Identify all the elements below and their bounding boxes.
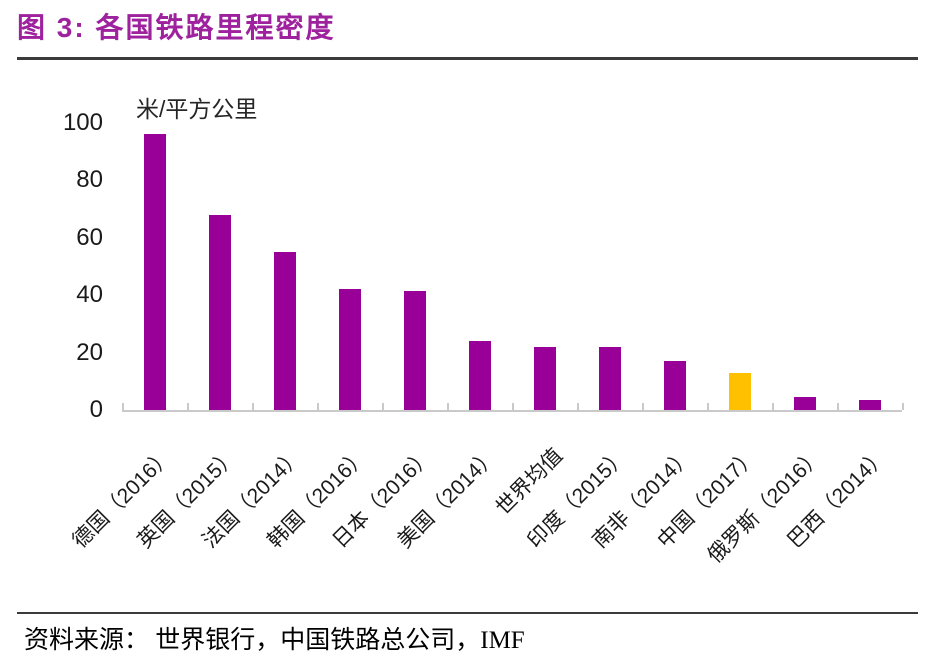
- y-axis-label-20: 20: [76, 338, 103, 366]
- x-axis-tick: [447, 403, 449, 410]
- x-axis-line: [122, 410, 902, 412]
- y-axis-label-0: 0: [89, 396, 103, 423]
- y-axis-label-60: 60: [76, 223, 103, 251]
- y-axis-unit-label: 米/平方公里: [136, 96, 258, 122]
- x-axis-tick: [382, 403, 384, 410]
- bar-巴西（2014）: [858, 399, 881, 410]
- x-axis-tick: [122, 403, 124, 410]
- figure-title: 图 3: 各国铁路里程密度: [17, 12, 336, 43]
- x-axis-tick: [772, 403, 774, 410]
- title-divider-line: [17, 57, 918, 60]
- x-axis-tick: [902, 403, 904, 410]
- x-axis-tick: [252, 403, 254, 410]
- bar-南非（2014）: [663, 361, 686, 410]
- bar-日本（2016）: [403, 290, 426, 410]
- bar-俄罗斯（2016）: [793, 397, 816, 410]
- x-axis-tick: [642, 403, 644, 410]
- bar-法国（2014）: [273, 251, 296, 410]
- source-note: 资料来源： 世界银行，中国铁路总公司，IMF: [24, 627, 525, 654]
- bar-中国（2017）: [728, 372, 751, 410]
- bar-德国（2016）: [143, 134, 166, 410]
- x-axis-label-俄罗斯（2016）: 俄罗斯（2016）: [703, 444, 827, 568]
- x-axis-tick: [837, 403, 839, 410]
- bar-美国（2014）: [468, 341, 491, 410]
- y-axis-label-80: 80: [76, 166, 103, 193]
- y-axis-label-100: 100: [62, 108, 103, 136]
- x-axis-tick: [577, 403, 579, 410]
- x-axis-tick: [707, 403, 709, 410]
- footer-divider-line: [17, 612, 918, 614]
- x-axis-tick: [187, 403, 189, 410]
- x-axis-tick: [317, 403, 319, 410]
- bar-世界均值: [533, 346, 556, 410]
- x-axis-tick: [512, 403, 514, 410]
- bar-印度（2015）: [598, 346, 621, 410]
- bar-英国（2015）: [208, 214, 231, 410]
- bar-韩国（2016）: [338, 289, 361, 410]
- y-axis-label-40: 40: [76, 281, 103, 308]
